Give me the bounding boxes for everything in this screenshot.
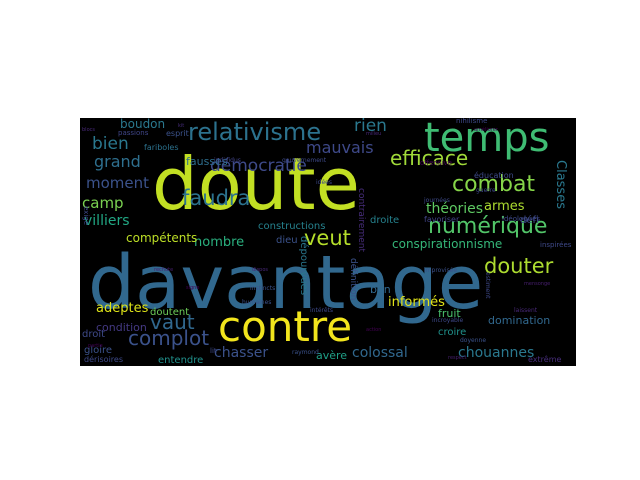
word-guerre: guerre (476, 187, 496, 194)
word-mensonge: mensonge (524, 281, 551, 287)
word-improvisee: improvisée (424, 267, 458, 274)
word-domination: domination (488, 314, 551, 327)
word-grand: grand (94, 152, 141, 171)
word-cloud: davantage doute contre temps relativisme numé… (80, 118, 576, 366)
word-respect: respect (448, 355, 467, 361)
word-depourvues: dépourvues (298, 236, 309, 296)
word-extreme: extrême (528, 355, 562, 364)
word-davantage: davantage (88, 240, 484, 326)
word-rechute: rechute (154, 267, 174, 273)
word-rien: rien (354, 118, 387, 136)
word-condition: condition (96, 321, 147, 334)
word-nihilisme: nihilisme (456, 118, 488, 125)
word-partie: partie (88, 343, 103, 349)
word-ideologues: idéologues (502, 215, 541, 223)
word-informes: informés (388, 295, 445, 310)
word-constructions: constructions (258, 221, 326, 232)
word-signe: signe (186, 285, 200, 291)
word-raymond: raymond (292, 349, 319, 356)
word-dispos: dispos (252, 267, 269, 273)
word-boudon: boudon (120, 118, 166, 131)
word-interets: intérêts (310, 307, 334, 314)
word-theories: théories (426, 201, 484, 217)
word-blocs: blocs (82, 127, 95, 133)
word-contrairement: contrairement (356, 188, 366, 252)
word-esprit: esprit (166, 129, 189, 138)
word-fariboles: fariboles (144, 143, 179, 152)
word-democratie: démocratie (210, 156, 307, 176)
word-relativisme: relativisme (188, 118, 322, 146)
word-colossal: colossal (352, 345, 408, 361)
word-definition: définition (348, 258, 358, 301)
word-classes: Classes (553, 160, 568, 209)
word-dieu: dieu (276, 235, 298, 246)
word-fausses: fausses (186, 155, 228, 168)
word-droit: droit (82, 329, 106, 340)
word-instincts: instincts (250, 285, 276, 292)
word-incroyable: incroyable (432, 317, 464, 324)
word-bien: bien (92, 134, 129, 154)
word-avere: avère (316, 349, 348, 362)
word-doyenne: doyenne (460, 337, 487, 344)
word-milieu: milieu (366, 131, 382, 137)
word-efficace: efficace (390, 146, 469, 170)
word-veut: veut (304, 226, 351, 250)
word-education: éducation (474, 171, 514, 180)
word-combat: combat (452, 172, 536, 197)
word-complot: complot (128, 326, 210, 350)
word-armes: armes (484, 199, 525, 214)
word-exige: exige (82, 206, 90, 226)
word-action: action (366, 327, 382, 333)
word-defi: défi (520, 215, 539, 226)
word-passions: passions (118, 129, 149, 137)
word-gloire: gloire (84, 345, 113, 356)
word-camp: camp (82, 194, 124, 212)
word-entendre: entendre (158, 355, 204, 366)
word-croire: croire (438, 327, 467, 338)
word-moment: moment (86, 174, 150, 192)
word-gouvernement: gouvernement (282, 157, 327, 164)
word-chouannes: chouannes (458, 345, 535, 361)
word-nombre: nombre (194, 235, 245, 250)
word-numerique: numérique (428, 214, 548, 239)
word-offensive: offensive (420, 159, 452, 167)
word-humaines: humaines (242, 299, 272, 306)
word-contre: contre (218, 302, 353, 351)
word-bon: bon (370, 283, 391, 296)
word-adeptes: adeptes (96, 301, 149, 316)
word-douter: douter (484, 254, 554, 278)
word-droite: droite (370, 215, 400, 226)
word-laissent: laissent (514, 307, 538, 314)
word-inspirees: inspirées (540, 241, 572, 249)
word-faudra: faudra (182, 186, 251, 210)
word-individus: individus (214, 157, 241, 164)
word-conspirationnisme: conspirationnisme (392, 237, 503, 251)
word-doutent: doutent (150, 307, 190, 318)
word-competents: compétents (126, 231, 198, 245)
word-fruit: fruit (438, 307, 461, 320)
word-lit: lit (210, 347, 217, 355)
word-favoriser: favoriser (424, 215, 460, 224)
word-estiment: estiment (484, 272, 491, 299)
word-kit: kit (178, 123, 185, 129)
word-villiers: villiers (84, 213, 130, 229)
word-mauvais: mauvais (306, 138, 374, 157)
word-vaut: vaut (150, 310, 195, 334)
word-idees: idées (316, 179, 332, 186)
word-doute: doute (152, 142, 360, 226)
word-ameliorer: améliorer (474, 127, 498, 133)
word-derisoires: dérisoires (84, 355, 123, 364)
word-journees: journées (424, 197, 450, 204)
word-temps: temps (424, 118, 550, 161)
word-chasser: chasser (214, 345, 269, 361)
